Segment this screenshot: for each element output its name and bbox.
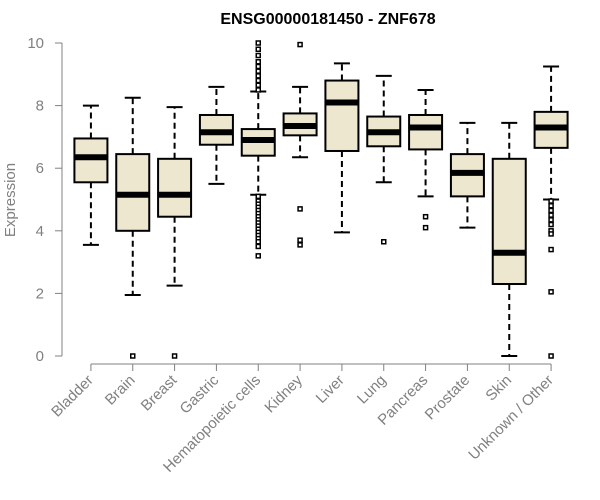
- outlier-point: [548, 198, 554, 204]
- outlier-point: [548, 289, 554, 295]
- box-4: [240, 40, 276, 259]
- x-tick-label: Kidney: [261, 371, 306, 416]
- box-group: [73, 40, 569, 359]
- box-3: [198, 85, 234, 185]
- outlier-point: [548, 246, 554, 253]
- x-tick-label: Skin: [482, 372, 515, 405]
- outlier-point: [255, 239, 261, 245]
- outlier-point: [255, 68, 261, 74]
- outlier-point: [171, 353, 178, 359]
- outlier-point: [255, 82, 261, 89]
- y-tick-label: 0: [36, 348, 44, 365]
- box-9: [449, 121, 485, 229]
- x-tick-label: Bladder: [48, 372, 97, 421]
- y-axis: 0 2 4 6 8 10: [27, 35, 63, 365]
- box-6: [324, 62, 360, 234]
- y-tick-label: 2: [36, 285, 44, 302]
- outlier-point: [548, 221, 554, 228]
- outlier-point: [297, 41, 303, 48]
- y-tick-label: 4: [36, 223, 44, 240]
- y-tick-label: 10: [27, 35, 44, 52]
- outlier-point: [255, 193, 261, 200]
- outlier-point: [255, 73, 261, 79]
- box-iqr: [73, 137, 109, 184]
- outlier-point: [255, 243, 261, 250]
- outlier-point: [255, 63, 261, 70]
- x-tick-label: Brain: [102, 372, 139, 409]
- box-5: [282, 41, 318, 248]
- y-tick-label: 6: [36, 160, 44, 177]
- outlier-point: [255, 253, 261, 259]
- outlier-point: [297, 206, 303, 212]
- outlier-point: [548, 212, 554, 218]
- x-tick-label: Prostate: [422, 372, 474, 424]
- outlier-point: [381, 239, 387, 245]
- outlier-point: [297, 242, 303, 248]
- outlier-point: [422, 224, 429, 231]
- box-8: [408, 88, 444, 231]
- y-axis-label: Expression: [2, 163, 19, 237]
- outlier-point: [548, 207, 554, 214]
- box-0: [73, 104, 109, 246]
- outlier-point: [548, 231, 554, 237]
- box-iqr: [491, 157, 527, 286]
- box-1: [115, 96, 151, 359]
- outlier-point: [255, 59, 261, 65]
- box-iqr: [324, 79, 360, 152]
- x-tick-label: Liver: [313, 372, 348, 407]
- outlier-point: [255, 46, 261, 53]
- outlier-point: [255, 40, 261, 46]
- box-11: [533, 65, 569, 359]
- outlier-point: [255, 77, 261, 84]
- box-iqr: [408, 113, 444, 151]
- outlier-point: [422, 213, 429, 220]
- outlier-point: [548, 217, 554, 223]
- x-tick-label: Breast: [138, 371, 181, 414]
- y-tick-label: 8: [36, 98, 44, 115]
- box-iqr: [157, 157, 193, 218]
- box-10: [491, 121, 527, 357]
- outlier-point: [130, 353, 136, 359]
- outlier-point: [548, 353, 554, 359]
- x-tick-label: Lung: [354, 372, 390, 408]
- box-7: [366, 74, 402, 245]
- chart-title: ENSG00000181450 - ZNF678: [220, 11, 435, 28]
- outlier-point: [297, 237, 303, 243]
- outlier-point: [548, 203, 554, 209]
- outlier-point: [255, 87, 261, 93]
- outlier-point: [255, 52, 261, 59]
- box-2: [157, 106, 193, 359]
